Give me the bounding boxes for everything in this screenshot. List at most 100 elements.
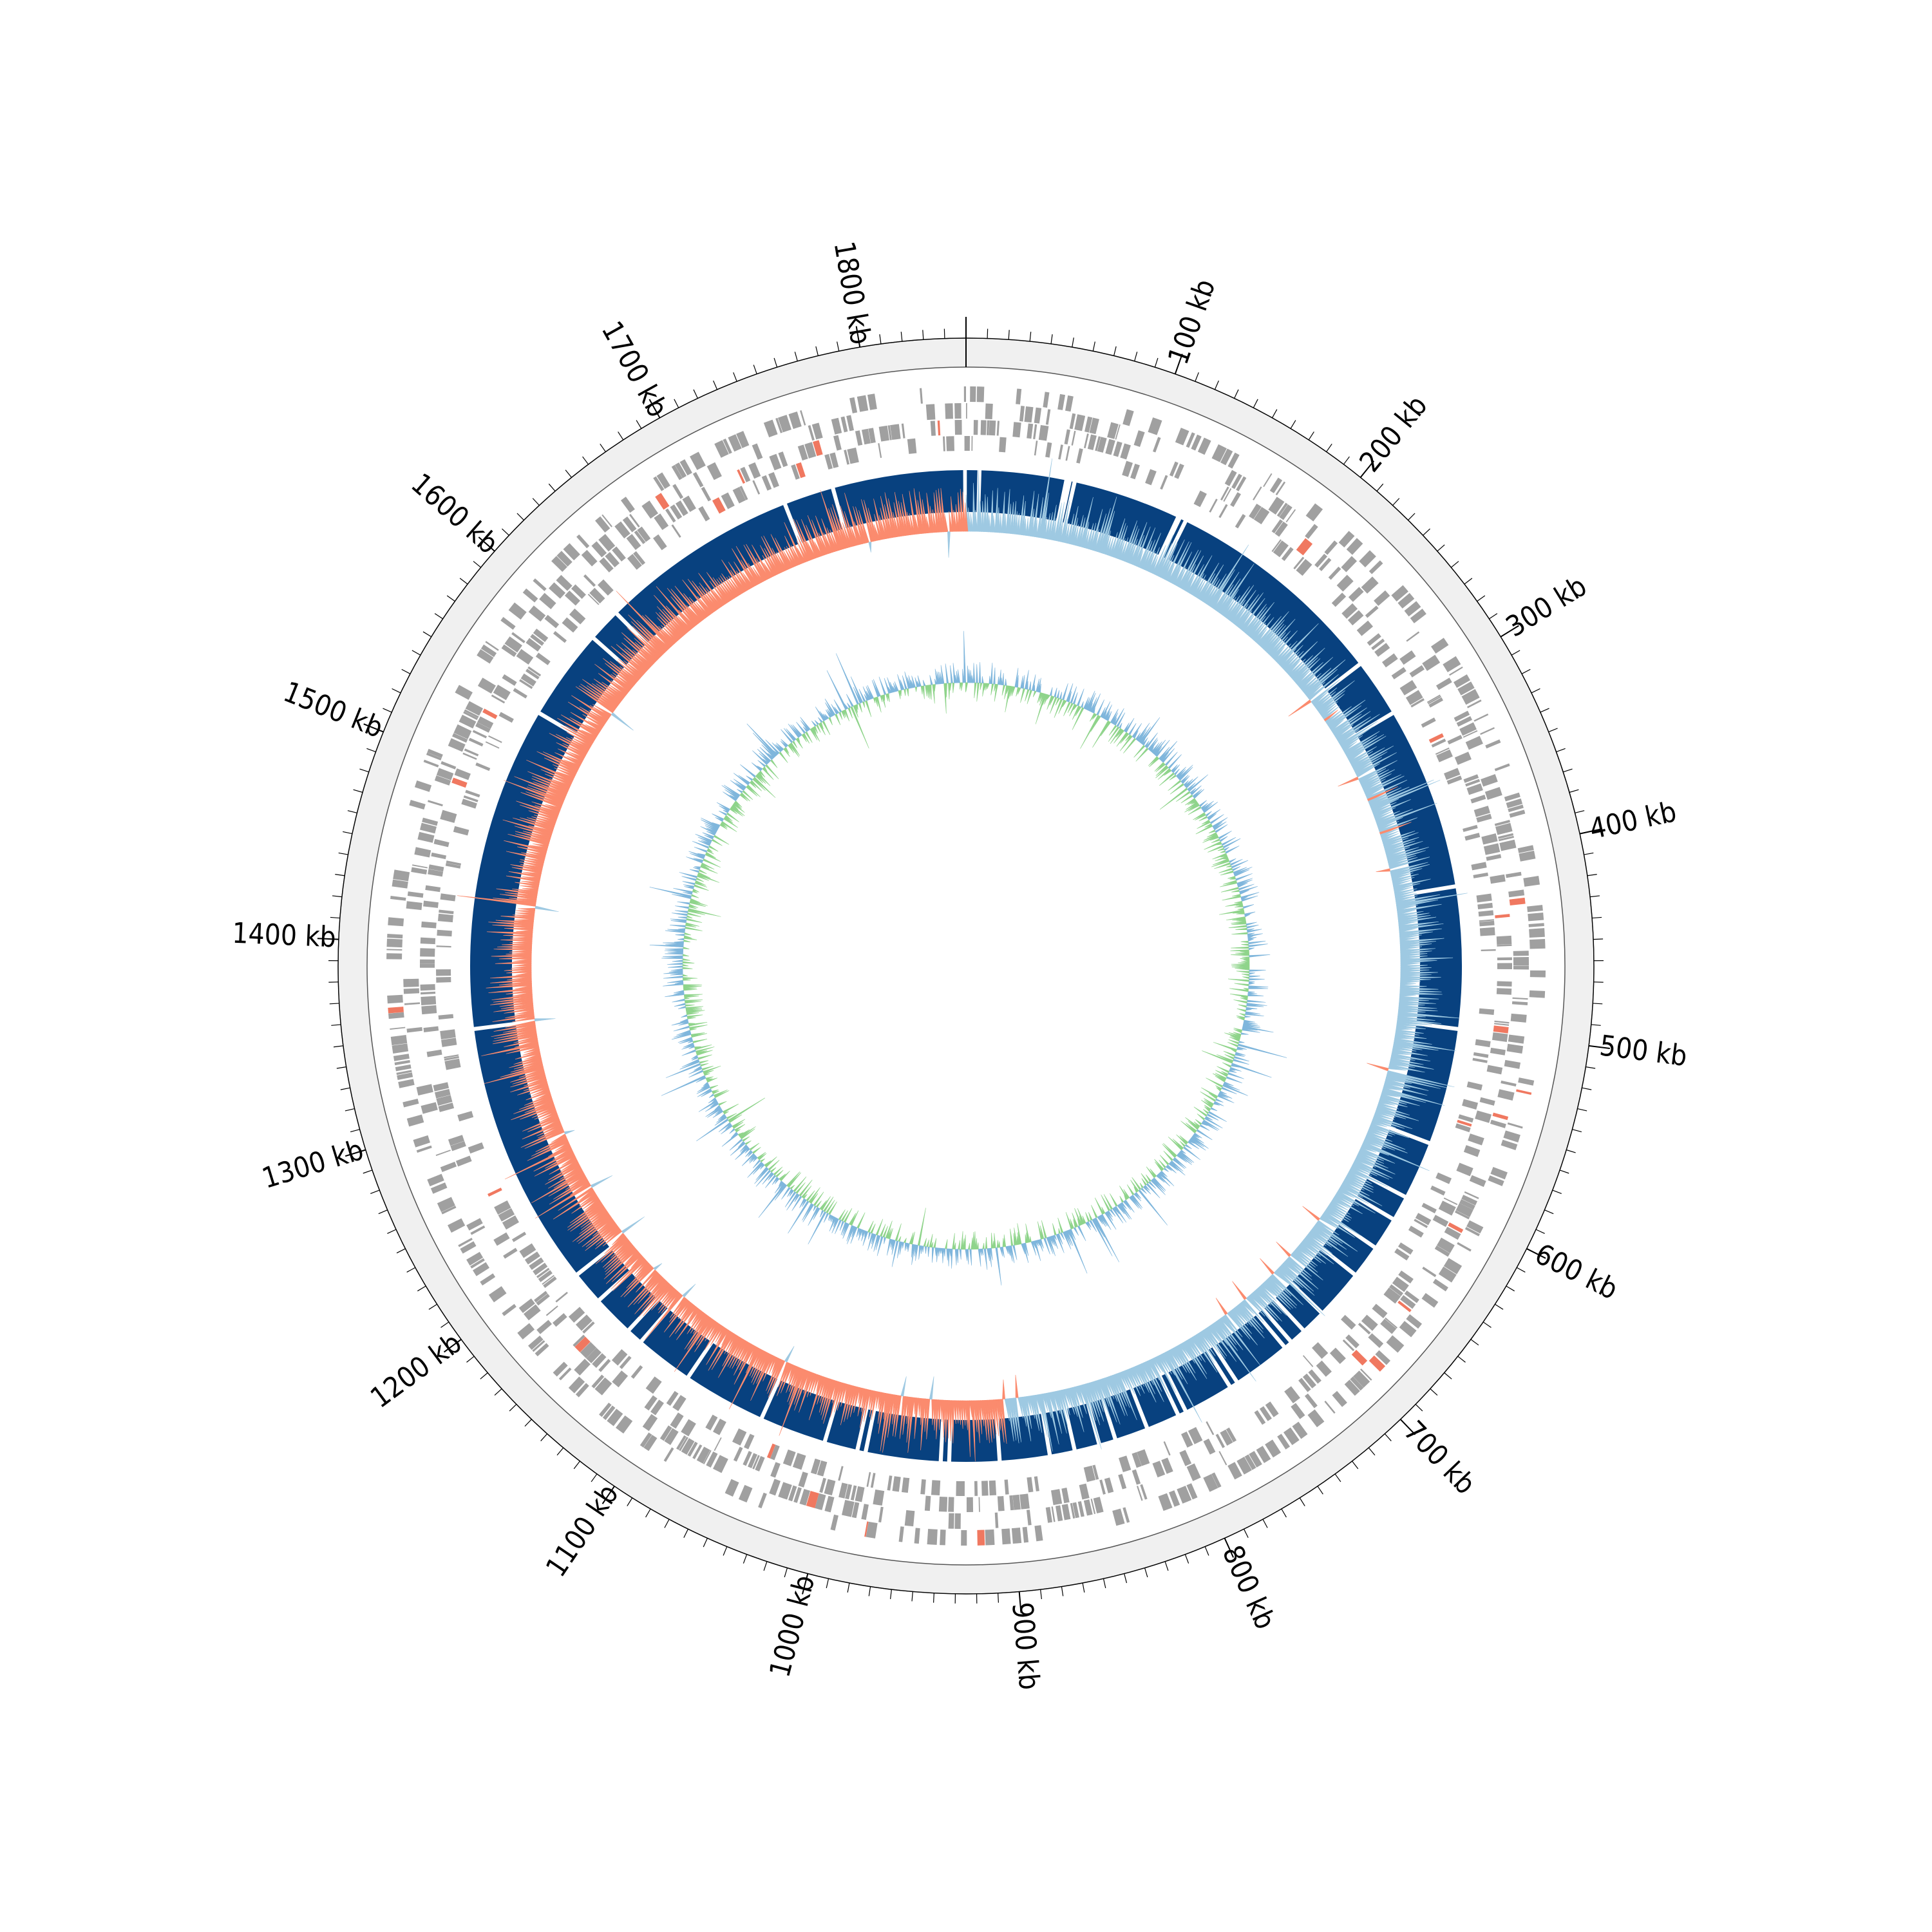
minor-tick xyxy=(733,372,737,382)
minor-tick xyxy=(1408,513,1416,521)
gc-skew-positive xyxy=(1309,1231,1332,1247)
gc-content-above xyxy=(747,1161,763,1178)
gene-feature xyxy=(555,1291,568,1303)
gc-content-below xyxy=(740,792,750,802)
gc-skew-negative xyxy=(909,513,916,535)
gc-skew-negative xyxy=(772,547,786,573)
gene-feature xyxy=(1495,914,1510,918)
gene-feature xyxy=(549,582,566,599)
gc-content-above xyxy=(784,1191,797,1208)
gc-skew-negative xyxy=(878,515,887,540)
gc-content-below xyxy=(1230,949,1249,952)
gene-feature xyxy=(743,1450,752,1466)
gc-skew-positive xyxy=(1139,1363,1155,1394)
gc-content-below xyxy=(1116,732,1128,747)
gc-skew-positive xyxy=(1386,1072,1447,1088)
gc-content-below xyxy=(1080,715,1100,749)
gc-skew-positive xyxy=(1179,1343,1190,1359)
gc-skew-negative xyxy=(548,1143,571,1157)
gc-content-below xyxy=(906,688,909,697)
gc-content-below xyxy=(1101,1206,1106,1215)
gene-feature xyxy=(1506,1043,1524,1054)
gc-content-above xyxy=(1154,746,1162,756)
gene-feature xyxy=(440,1029,456,1040)
gene-feature xyxy=(602,1405,616,1420)
gc-content-above xyxy=(1150,746,1154,753)
gc-skew-positive xyxy=(1169,1349,1182,1367)
gc-skew-negative xyxy=(503,934,533,938)
gc-skew-positive xyxy=(1133,1366,1144,1387)
gene-feature xyxy=(1443,1258,1463,1274)
gc-content-above xyxy=(1103,711,1107,719)
gc-content-below xyxy=(701,1066,714,1071)
gene-feature xyxy=(420,991,436,995)
gc-content-below xyxy=(1235,952,1249,955)
gc-skew-negative xyxy=(512,1072,546,1084)
gc-content-above xyxy=(755,1170,772,1187)
gc-content-above xyxy=(1056,1233,1065,1253)
gc-skew-positive xyxy=(1200,564,1224,602)
gc-skew-negative xyxy=(585,1224,618,1251)
gc-content-above xyxy=(1237,882,1248,888)
gc-content-above xyxy=(1248,947,1255,951)
gc-content-below xyxy=(1100,721,1112,736)
gc-content-above xyxy=(1199,1124,1210,1131)
gc-content-below xyxy=(819,722,824,730)
tick-label: 900 kb xyxy=(1005,1601,1045,1691)
gc-content-above xyxy=(719,810,728,816)
gc-skew-positive xyxy=(1285,1258,1312,1281)
gc-content-below xyxy=(690,898,701,903)
gc-content-above xyxy=(1178,1151,1193,1164)
gc-content-below xyxy=(729,808,737,815)
gene-feature xyxy=(406,1027,422,1033)
gene-feature xyxy=(1236,476,1247,491)
gene-feature xyxy=(1444,768,1461,781)
gc-content-above xyxy=(716,802,731,811)
gc-skew-negative xyxy=(770,534,790,571)
gc-content-above xyxy=(951,1249,953,1269)
gene-feature xyxy=(1497,833,1514,839)
gc-skew-negative xyxy=(493,1031,537,1042)
gene-feature xyxy=(536,1293,550,1306)
gc-skew-positive xyxy=(1141,1362,1154,1386)
gene-feature xyxy=(1158,1493,1173,1511)
gene-feature xyxy=(907,438,917,454)
gc-skew-positive xyxy=(1397,913,1430,920)
gc-content-above xyxy=(752,750,768,765)
gc-skew-negative xyxy=(762,1355,775,1381)
gc-skew-negative xyxy=(807,515,825,556)
gene-feature xyxy=(411,867,428,875)
minor-tick xyxy=(565,469,572,478)
gc-skew-positive xyxy=(1354,757,1383,774)
gc-skew-negative xyxy=(830,1381,842,1417)
gc-skew-negative xyxy=(632,626,664,656)
gc-skew-positive xyxy=(1400,980,1421,984)
gc-skew-negative xyxy=(494,1029,537,1039)
gc-content-below xyxy=(1226,916,1246,920)
gene-feature xyxy=(665,508,676,523)
gc-skew-negative xyxy=(813,1374,820,1394)
gc-skew-negative xyxy=(520,804,558,819)
gc-content-above xyxy=(748,1154,756,1162)
gc-skew-negative xyxy=(535,905,559,913)
gc-content-below xyxy=(1217,1066,1229,1074)
gene-feature xyxy=(1490,1119,1506,1128)
gc-skew-positive xyxy=(1235,594,1259,627)
gc-skew-negative xyxy=(877,1392,884,1425)
gc-skew-negative xyxy=(960,488,964,532)
gc-content-above xyxy=(1160,752,1170,762)
gc-content-below xyxy=(945,683,947,697)
gc-content-above xyxy=(1159,1171,1175,1186)
gc-skew-negative xyxy=(624,1249,639,1265)
gc-skew-negative xyxy=(508,871,542,878)
gc-skew-positive xyxy=(1399,931,1433,938)
gc-content-above xyxy=(1208,1111,1227,1122)
gc-content-above xyxy=(1157,1173,1170,1187)
gene-feature xyxy=(1494,1023,1510,1026)
gc-content-above xyxy=(1239,890,1249,895)
gc-content-above xyxy=(1113,708,1124,726)
gc-content-above xyxy=(946,1248,949,1261)
gene-feature xyxy=(943,436,945,451)
gc-skew-positive xyxy=(1104,536,1112,556)
gc-content-below xyxy=(1186,801,1198,810)
